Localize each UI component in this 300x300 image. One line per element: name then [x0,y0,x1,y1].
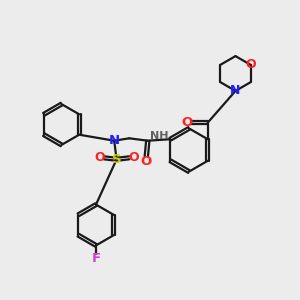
Text: O: O [94,151,104,164]
Text: O: O [141,154,152,168]
Text: O: O [129,151,139,164]
Text: N: N [230,84,241,98]
Text: F: F [92,251,100,265]
Text: N: N [109,134,120,147]
Text: O: O [245,58,256,71]
Text: S: S [112,153,122,166]
Text: O: O [181,116,192,129]
Text: NH: NH [150,131,168,141]
